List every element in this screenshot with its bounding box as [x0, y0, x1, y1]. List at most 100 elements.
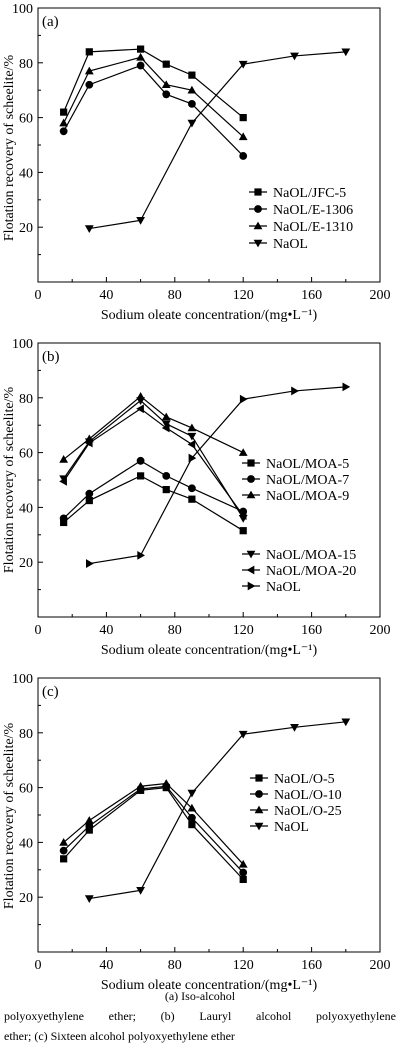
- panel-label: (c): [42, 684, 59, 700]
- x-tick-label: 80: [168, 623, 182, 638]
- data-point: [137, 472, 145, 480]
- data-point: [291, 386, 299, 396]
- data-point: [188, 453, 197, 463]
- x-tick-label: 0: [35, 958, 42, 973]
- data-point: [60, 518, 68, 527]
- series-line: [63, 56, 244, 138]
- y-tick-label: 100: [12, 337, 33, 352]
- x-tick-label: 120: [233, 958, 254, 973]
- series-line: [63, 785, 244, 873]
- data-point: [136, 61, 145, 70]
- data-point: [161, 420, 171, 429]
- data-point: [136, 217, 145, 225]
- x-tick-label: 40: [99, 623, 113, 638]
- legend-marker: [255, 774, 263, 782]
- series-naol-o-10: [59, 782, 248, 877]
- series-naol: [84, 718, 351, 903]
- y-tick-label: 80: [19, 57, 33, 72]
- series-line: [63, 786, 244, 880]
- x-tick-label: 120: [233, 288, 254, 303]
- legend-marker: [254, 205, 262, 213]
- data-point: [161, 412, 171, 421]
- series-line: [63, 395, 244, 460]
- data-point: [137, 45, 145, 53]
- data-point: [188, 813, 196, 822]
- data-point: [59, 838, 69, 846]
- data-point: [239, 394, 248, 404]
- series-line: [63, 782, 244, 865]
- legend-label: NaOL/MOA-15: [266, 548, 356, 563]
- data-point: [187, 119, 197, 128]
- data-point: [239, 527, 247, 535]
- data-point: [59, 514, 68, 523]
- legend-label: NaOL: [273, 237, 308, 252]
- legend-marker: [246, 550, 256, 559]
- y-tick-label: 80: [19, 727, 33, 742]
- figure-caption: (a) Iso-alcohol polyoxyethylene ether; (…: [0, 986, 400, 1046]
- y-tick-label: 80: [19, 392, 33, 407]
- series-naol-o-25: [59, 779, 248, 868]
- data-point: [136, 456, 145, 465]
- caption-line-1: (a) Iso-alcohol: [164, 989, 236, 1003]
- series-naol: [84, 48, 351, 233]
- data-point: [136, 404, 144, 414]
- series-naol-moa-20: [59, 404, 247, 521]
- data-point: [238, 132, 248, 141]
- legend-marker: [255, 790, 263, 798]
- x-tick-label: 80: [168, 958, 182, 973]
- y-tick-label: 20: [19, 221, 33, 236]
- y-tick-label: 100: [12, 2, 33, 17]
- legend-marker: [254, 822, 264, 831]
- y-tick-label: 20: [19, 556, 33, 571]
- data-point: [238, 859, 248, 868]
- series-line: [63, 408, 244, 516]
- series-line: [89, 721, 346, 900]
- x-tick-label: 0: [35, 623, 42, 638]
- data-point: [238, 448, 248, 456]
- legend-marker: [247, 459, 255, 467]
- data-point: [136, 397, 145, 405]
- data-point: [85, 489, 94, 498]
- x-tick-label: 160: [301, 958, 322, 973]
- y-axis-label: Flotation recovery of scheelite/%: [2, 723, 17, 910]
- x-tick-label: 0: [35, 288, 42, 303]
- legend-marker: [253, 239, 263, 248]
- series-line: [89, 51, 346, 230]
- data-point: [59, 118, 69, 127]
- y-tick-label: 60: [19, 782, 33, 797]
- data-point: [238, 60, 248, 69]
- data-point: [239, 868, 248, 877]
- legend-label: NaOL/MOA-9: [266, 489, 349, 504]
- series-line: [63, 460, 244, 519]
- series-line: [63, 399, 244, 519]
- data-point: [162, 60, 170, 68]
- chart-panel-3: 0 40 80 120 160 200 20 40 60 80 100 Sodium oleate c…: [2, 672, 391, 993]
- data-point: [161, 779, 171, 787]
- data-point: [187, 803, 197, 812]
- y-tick-label: 100: [12, 672, 33, 687]
- data-point: [85, 80, 94, 89]
- data-point: [137, 550, 145, 560]
- chart-panel-1: 0 40 80 120 160 200 20 40 60 80 100 Sodium oleate c…: [2, 2, 391, 323]
- y-tick-label: 60: [19, 447, 33, 462]
- x-tick-label: 80: [168, 288, 182, 303]
- data-point: [238, 730, 248, 739]
- legend-marker: [247, 475, 255, 483]
- data-point: [162, 485, 170, 494]
- data-point: [85, 826, 93, 834]
- data-point: [188, 71, 196, 79]
- x-tick-label: 160: [301, 623, 322, 638]
- legend-label: NaOL: [266, 580, 301, 595]
- series-naol-jfc-5: [60, 45, 247, 122]
- x-axis-label: Sodium oleate concentration/(mg•L⁻¹): [101, 643, 318, 658]
- data-point: [84, 438, 93, 448]
- legend-marker: [247, 581, 256, 591]
- series-naol-moa-15: [59, 397, 248, 523]
- chart-panel-2: 0 40 80 120 160 200 20 40 60 80 100 Sodium oleate c…: [2, 337, 391, 658]
- data-point: [162, 90, 171, 99]
- series-naol-e-1306: [59, 61, 248, 160]
- series-naol-moa-5: [60, 472, 247, 535]
